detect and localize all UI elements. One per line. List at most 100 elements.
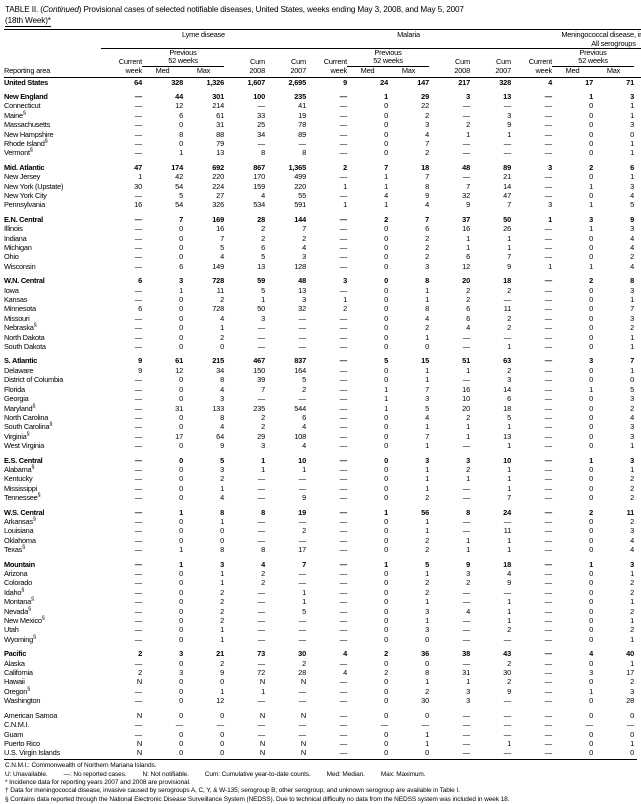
- row-value: 73: [257, 649, 265, 659]
- row-value: 4: [220, 313, 224, 323]
- row-value: 30: [503, 668, 511, 678]
- row-value: 1: [220, 625, 224, 635]
- row-value: —: [503, 729, 511, 739]
- row-value: 5: [302, 606, 306, 616]
- row-value: —: [339, 441, 347, 451]
- row-value: 7: [425, 138, 429, 148]
- row-value: —: [257, 493, 265, 503]
- row-value: 34: [216, 365, 224, 375]
- row-value: 437: [634, 77, 641, 87]
- row-value: —: [257, 323, 265, 333]
- row-value: 2: [466, 578, 470, 588]
- row-value: 13: [634, 252, 641, 261]
- row-value: —: [134, 375, 142, 385]
- row-area-label: Alabama§: [4, 464, 35, 474]
- row-value: 0: [589, 535, 593, 545]
- row-value: —: [339, 422, 347, 432]
- row-value: 0: [179, 313, 183, 323]
- row-value: 3: [548, 162, 552, 172]
- row-area-label: Texas§: [4, 544, 25, 555]
- row-value: 1: [384, 91, 388, 101]
- row-value: 2: [302, 526, 306, 536]
- row-value: 0: [179, 224, 183, 234]
- row-value: —: [544, 342, 552, 352]
- row-value: —: [544, 748, 552, 758]
- row-value: 1: [220, 634, 224, 644]
- row-value: N: [136, 677, 142, 687]
- row-value: —: [298, 138, 306, 148]
- row-value: 59: [634, 356, 641, 365]
- row-value: —: [298, 720, 306, 730]
- row-value: 1: [634, 101, 641, 110]
- title-line1: ) Provisional cases of selected notifiab…: [78, 5, 464, 14]
- row-value: 7: [302, 224, 306, 234]
- row-value: 0: [589, 332, 593, 342]
- row-value: 3: [634, 616, 641, 625]
- row-value: 14: [503, 384, 511, 394]
- row-value: 2: [302, 384, 306, 394]
- row-value: 3: [630, 422, 634, 432]
- row-value: 1: [425, 375, 429, 385]
- row-value: 7: [425, 431, 429, 441]
- row-value: —: [339, 720, 347, 730]
- footnote-abbreviations: U: Unavailable. —: No reported cases. N: N…: [5, 771, 637, 779]
- row-value: 4: [302, 422, 306, 432]
- row-value: 0: [589, 597, 593, 607]
- row-value: —: [544, 606, 552, 616]
- row-area-label: Nevada§: [4, 606, 31, 616]
- row-value: —: [339, 464, 347, 474]
- table-row: Rhode Island§—079———07———01—1: [4, 139, 641, 148]
- row-value: 12: [634, 120, 641, 129]
- row-value: 0: [179, 493, 183, 503]
- row-value: 3: [425, 606, 429, 616]
- row-value: 1: [630, 101, 634, 111]
- row-value: —: [339, 493, 347, 503]
- row-value: —: [134, 233, 142, 243]
- row-value: 1: [634, 172, 641, 181]
- row-value: 2: [630, 474, 634, 484]
- row-value: 0: [384, 295, 388, 305]
- row-value: —: [462, 148, 470, 158]
- row-value: —: [134, 261, 142, 271]
- row-value: 0: [384, 686, 388, 696]
- row-value: 0: [384, 696, 388, 706]
- row-value: 1: [507, 464, 511, 474]
- row-value: 159: [253, 181, 265, 191]
- row-value: —: [544, 658, 552, 668]
- row-value: —: [503, 710, 511, 720]
- row-value: 0: [589, 441, 593, 451]
- table-header: Lyme disease Malaria Meningococcal disea…: [4, 27, 641, 78]
- row-value: 2: [630, 403, 634, 413]
- row-value: 692: [212, 162, 224, 172]
- row-value: 1: [384, 507, 388, 517]
- row-value: 0: [384, 455, 388, 465]
- row-value: —: [544, 729, 552, 739]
- row-value: 6: [261, 243, 265, 252]
- row-value: 9: [507, 261, 511, 271]
- row-value: 0: [179, 441, 183, 451]
- row-value: —: [544, 356, 552, 366]
- row-value: 11: [634, 286, 641, 295]
- row-value: 17: [626, 668, 634, 678]
- row-value: 1: [425, 474, 429, 484]
- row-value: 2: [302, 233, 306, 243]
- row-value: 0: [589, 516, 593, 526]
- table-row: Mississippi—01———01—1—0274: [4, 484, 641, 493]
- row-value: —: [462, 172, 470, 182]
- row-value: —: [462, 332, 470, 342]
- row-area-label: South Dakota: [4, 342, 46, 352]
- group-meningococcal: Meningococcal disease, invasive†: [561, 29, 641, 39]
- row-value: 36: [421, 649, 429, 659]
- row-value: 5: [634, 323, 641, 332]
- row-value: 2: [634, 588, 641, 597]
- row-value: 0: [179, 710, 183, 720]
- row-value: 5: [261, 285, 265, 295]
- row-area-label: Maryland§: [4, 403, 36, 413]
- row-value: —: [339, 587, 347, 597]
- row-value: 4: [220, 384, 224, 394]
- row-value: 20: [462, 276, 470, 286]
- row-value: —: [544, 668, 552, 678]
- row-area-label: Minnesota: [4, 304, 36, 314]
